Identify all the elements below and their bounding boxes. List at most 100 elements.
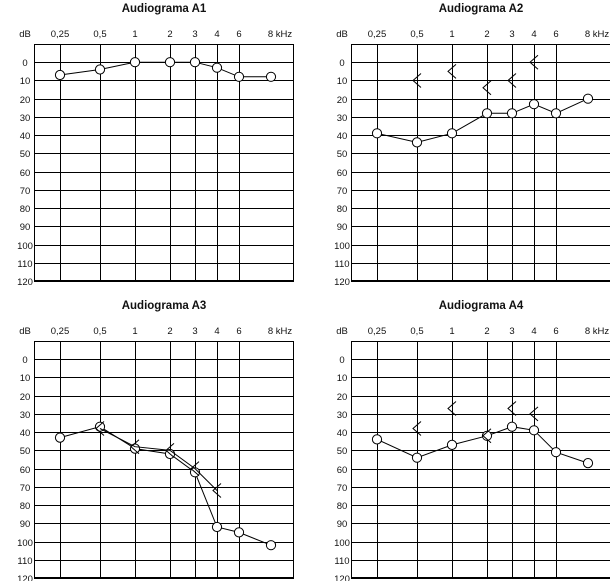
x-tick-label: 0,5 bbox=[93, 326, 106, 337]
x-tick-label: 3 bbox=[192, 29, 197, 40]
y-tick-label: 100 bbox=[17, 538, 33, 549]
x-tick-label: 2 bbox=[484, 29, 489, 40]
x-tick-label: 0,25 bbox=[368, 326, 387, 337]
air-conduction-point bbox=[481, 108, 493, 119]
air-conduction-point bbox=[411, 452, 423, 463]
chart-title: Audiograma A3 bbox=[122, 300, 207, 312]
y-tick-label: 110 bbox=[17, 556, 32, 567]
y-tick-label: 110 bbox=[334, 259, 349, 270]
x-tick-label: 6 bbox=[236, 326, 241, 337]
x-tick-label: 0,5 bbox=[410, 326, 423, 337]
x-tick-label: 6 bbox=[236, 29, 241, 40]
x-tick-label: 0,25 bbox=[51, 326, 70, 337]
y-tick-label: 10 bbox=[337, 373, 348, 384]
audiogram-panel-1: Audiograma A1 dB 0 10 20 30 40 50 60 70 80 90 100 110… bbox=[17, 3, 295, 288]
air-conduction-point bbox=[54, 69, 66, 81]
x-tick-label: 3 bbox=[509, 326, 514, 337]
bone-conduction-marker bbox=[130, 439, 140, 455]
plot-frame bbox=[350, 43, 610, 282]
x-tick-label: 4 bbox=[531, 326, 536, 337]
y-tick-label: 70 bbox=[337, 483, 348, 494]
y-tick-label: 50 bbox=[20, 446, 31, 457]
air-conduction-point bbox=[129, 57, 141, 68]
air-conduction-point bbox=[371, 434, 383, 445]
bone-conduction-marker bbox=[529, 406, 539, 422]
y-tick-label: 0 bbox=[22, 355, 27, 366]
air-conduction-point bbox=[164, 57, 176, 68]
y-tick-label: 120 bbox=[17, 574, 33, 581]
y-tick-label: 70 bbox=[20, 186, 31, 197]
x-tick-label: 0,5 bbox=[410, 29, 423, 40]
bone-conduction-marker bbox=[212, 483, 222, 498]
y-tick-label: 0 bbox=[339, 355, 344, 366]
y-tick-label: 50 bbox=[337, 149, 348, 160]
bone-conduction-marker bbox=[447, 63, 457, 79]
air-conduction-point bbox=[371, 128, 383, 139]
y-tick-label: 90 bbox=[20, 222, 31, 233]
x-tick-label: 8 kHz bbox=[268, 29, 293, 40]
bone-conduction-marker bbox=[482, 80, 492, 96]
bone-conduction-marker bbox=[165, 443, 175, 458]
air-conduction-point bbox=[528, 99, 540, 110]
y-tick-label: 0 bbox=[339, 58, 344, 69]
x-tick-label: 4 bbox=[531, 29, 536, 40]
air-conduction-point bbox=[550, 447, 562, 458]
air-conduction-point bbox=[265, 71, 277, 82]
x-tick-label: 8 kHz bbox=[585, 326, 610, 337]
chart-title: Audiograma A2 bbox=[439, 3, 524, 15]
y-tick-label: 100 bbox=[17, 241, 33, 252]
audiogram-panel-4: Audiograma A4 dB 0 10 20 30 40 50 60 70 80 90 100 110… bbox=[334, 300, 610, 581]
y-tick-label: 40 bbox=[337, 428, 348, 439]
air-conduction-point bbox=[265, 540, 277, 551]
air-conduction-point bbox=[94, 64, 106, 75]
y-tick-label: 90 bbox=[337, 222, 348, 233]
air-conduction-line bbox=[376, 426, 589, 464]
y-tick-label: 10 bbox=[337, 76, 348, 87]
y-axis-label: dB bbox=[19, 326, 31, 337]
x-tick-label: 1 bbox=[449, 326, 454, 337]
y-tick-label: 120 bbox=[334, 574, 350, 581]
chart-title: Audiograma A1 bbox=[122, 3, 207, 15]
x-tick-label: 2 bbox=[167, 29, 172, 40]
x-tick-label: 1 bbox=[449, 29, 454, 40]
plot-frame bbox=[350, 340, 610, 579]
y-tick-label: 40 bbox=[337, 131, 348, 142]
air-conduction-point bbox=[94, 421, 106, 432]
air-conduction-point bbox=[446, 128, 458, 139]
x-tick-label: 2 bbox=[484, 326, 489, 337]
x-tick-label: 6 bbox=[553, 326, 558, 337]
y-tick-label: 100 bbox=[334, 538, 350, 549]
x-tick-label: 1 bbox=[132, 29, 137, 40]
y-tick-label: 30 bbox=[20, 410, 31, 421]
x-tick-label: 0,5 bbox=[93, 29, 106, 40]
air-conduction-point bbox=[506, 421, 518, 432]
y-tick-label: 60 bbox=[20, 465, 31, 476]
x-tick-label: 8 kHz bbox=[585, 29, 610, 40]
x-tick-label: 3 bbox=[509, 29, 514, 40]
air-conduction-point bbox=[54, 432, 66, 443]
y-tick-label: 50 bbox=[20, 149, 31, 160]
y-tick-label: 20 bbox=[20, 392, 31, 403]
air-conduction-point bbox=[129, 443, 141, 454]
bone-conduction-marker bbox=[190, 461, 200, 476]
y-axis-label: dB bbox=[336, 29, 348, 40]
air-conduction-point bbox=[233, 71, 245, 82]
y-tick-label: 70 bbox=[337, 186, 348, 197]
air-conduction-point bbox=[189, 57, 201, 68]
x-tick-label: 0,25 bbox=[51, 29, 70, 40]
bone-conduction-marker bbox=[447, 401, 457, 416]
bone-conduction-marker bbox=[482, 428, 492, 444]
y-tick-label: 30 bbox=[337, 113, 348, 124]
bone-conduction-marker bbox=[529, 54, 539, 70]
y-axis-label: dB bbox=[336, 326, 348, 337]
air-conduction-point bbox=[211, 62, 223, 73]
x-tick-label: 4 bbox=[214, 326, 219, 337]
bone-conduction-marker bbox=[507, 401, 517, 416]
x-tick-label: 8 kHz bbox=[268, 326, 293, 337]
plot-frame bbox=[33, 340, 295, 579]
y-tick-label: 50 bbox=[337, 446, 348, 457]
bone-conduction-marker bbox=[507, 73, 517, 88]
y-tick-label: 120 bbox=[17, 277, 33, 288]
y-tick-label: 20 bbox=[337, 392, 348, 403]
